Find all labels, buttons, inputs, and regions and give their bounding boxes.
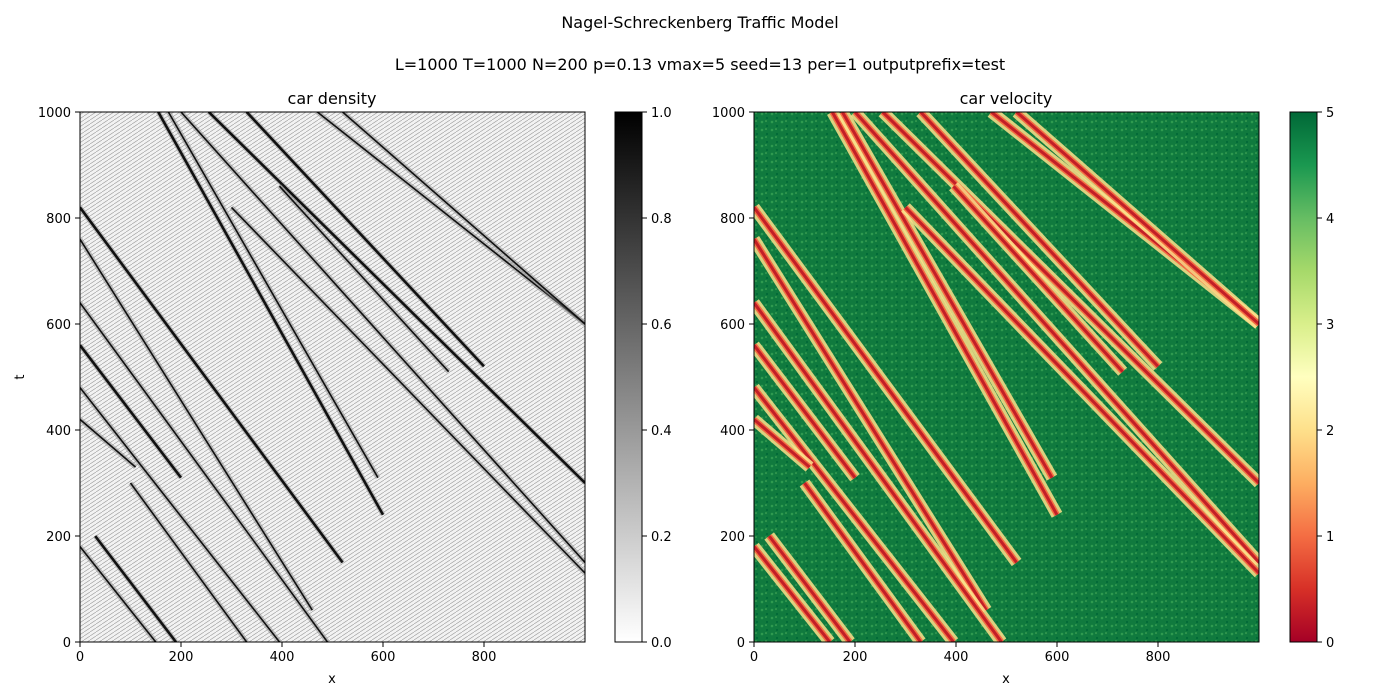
velocity-x-tick-label: 800 bbox=[1146, 650, 1171, 665]
velocity-y-tick-label: 400 bbox=[720, 424, 745, 439]
density-x-tick-label: 0 bbox=[76, 650, 84, 665]
density-colorbar-tick-label: 0.4 bbox=[651, 424, 672, 439]
velocity-y-tick-label: 800 bbox=[720, 212, 745, 227]
density-jam-band bbox=[316, 112, 585, 325]
velocity-jam-core bbox=[767, 535, 852, 642]
velocity-jam-core bbox=[853, 112, 1259, 564]
velocity-jam-core bbox=[803, 482, 922, 642]
density-x-tick-label: 400 bbox=[270, 650, 295, 665]
velocity-jam-core bbox=[841, 112, 1054, 479]
density-jam-band bbox=[80, 387, 281, 642]
velocity-x-ticks: 0 200 400 600 800 bbox=[750, 642, 1171, 665]
velocity-jam-core bbox=[881, 112, 1259, 485]
density-jam-band bbox=[80, 546, 157, 642]
velocity-jam-core bbox=[754, 386, 955, 642]
velocity-xlabel: x bbox=[1002, 672, 1010, 687]
density-jam-band bbox=[278, 185, 450, 373]
velocity-x-tick-label: 200 bbox=[843, 650, 868, 665]
density-x-tick-label: 600 bbox=[371, 650, 396, 665]
velocity-jam-bands bbox=[754, 112, 1259, 642]
velocity-title: car velocity bbox=[960, 89, 1053, 108]
velocity-y-tick-label: 600 bbox=[720, 318, 745, 333]
density-panel: car density 0 200 400 600 800 0 200 400 600 800 1… bbox=[13, 89, 586, 687]
density-colorbar-tick-label: 0.6 bbox=[651, 318, 672, 333]
density-jam-band bbox=[230, 206, 585, 574]
density-heatmap-background bbox=[80, 112, 585, 642]
velocity-colorbar-tick-label: 3 bbox=[1326, 318, 1334, 333]
velocity-y-tick-label: 200 bbox=[720, 530, 745, 545]
density-y-tick-label: 0 bbox=[63, 636, 71, 651]
velocity-y-tick-label: 1000 bbox=[712, 106, 745, 121]
density-y-tick-label: 800 bbox=[46, 212, 71, 227]
density-jam-band bbox=[342, 112, 585, 325]
velocity-colorbar-ticks: 0 1 2 3 4 5 bbox=[1317, 106, 1334, 651]
density-x-ticks: 0 200 400 600 800 bbox=[76, 642, 497, 665]
velocity-jam-core bbox=[754, 301, 1003, 642]
velocity-jam-core bbox=[830, 112, 1059, 516]
velocity-panel: car velocity 0 200 400 600 800 0 200 400 600 800… bbox=[712, 89, 1260, 687]
velocity-x-tick-label: 400 bbox=[944, 650, 969, 665]
velocity-jam-core bbox=[952, 185, 1124, 373]
density-colorbar: 0.0 0.2 0.4 0.6 0.8 1.0 bbox=[614, 106, 672, 651]
velocity-x-tick-label: 600 bbox=[1045, 650, 1070, 665]
density-x-tick-label: 200 bbox=[169, 650, 194, 665]
density-colorbar-tick-label: 0.2 bbox=[651, 530, 672, 545]
velocity-jam-core bbox=[754, 206, 1018, 564]
suptitle: Nagel-Schreckenberg Traffic Model bbox=[561, 13, 838, 32]
velocity-colorbar: 0 1 2 3 4 5 bbox=[1289, 106, 1334, 651]
velocity-jam-core bbox=[754, 418, 811, 469]
velocity-colorbar-gradient bbox=[1289, 111, 1318, 643]
velocity-axes-frame bbox=[753, 111, 1260, 643]
density-jam-band bbox=[94, 535, 177, 642]
density-jam-band bbox=[80, 238, 313, 611]
density-jam-band bbox=[80, 302, 329, 642]
velocity-heatmap-background bbox=[754, 112, 1259, 642]
density-jam-band bbox=[207, 112, 585, 484]
density-y-ticks: 0 200 400 600 800 1000 bbox=[38, 106, 80, 651]
density-jam-band bbox=[80, 418, 137, 468]
velocity-colorbar-tick-label: 1 bbox=[1326, 530, 1334, 545]
velocity-jam-core bbox=[754, 238, 988, 611]
velocity-jam-core bbox=[754, 545, 831, 642]
density-colorbar-tick-label: 1.0 bbox=[651, 106, 672, 121]
density-axes-frame bbox=[79, 111, 586, 643]
density-colorbar-tick-label: 0.0 bbox=[651, 636, 672, 651]
density-ylabel: t bbox=[13, 374, 28, 379]
density-y-tick-label: 1000 bbox=[38, 106, 71, 121]
density-jam-band bbox=[157, 112, 385, 516]
velocity-jam-core bbox=[1015, 112, 1259, 326]
velocity-colorbar-tick-label: 0 bbox=[1326, 636, 1334, 651]
subtitle: L=1000 T=1000 N=200 p=0.13 vmax=5 seed=1… bbox=[395, 55, 1005, 74]
velocity-colorbar-tick-label: 5 bbox=[1326, 106, 1334, 121]
density-y-tick-label: 400 bbox=[46, 424, 71, 439]
velocity-y-tick-label: 0 bbox=[737, 636, 745, 651]
density-colorbar-tick-label: 0.8 bbox=[651, 212, 672, 227]
velocity-jam-core bbox=[919, 112, 1160, 368]
velocity-jam-core bbox=[904, 206, 1259, 575]
velocity-colorbar-tick-label: 2 bbox=[1326, 424, 1334, 439]
density-jam-band bbox=[129, 482, 248, 642]
density-y-tick-label: 200 bbox=[46, 530, 71, 545]
density-jam-band bbox=[80, 344, 183, 479]
velocity-y-ticks: 0 200 400 600 800 1000 bbox=[712, 106, 754, 651]
density-jam-band bbox=[180, 112, 585, 564]
density-title: car density bbox=[288, 89, 377, 108]
density-y-tick-label: 600 bbox=[46, 318, 71, 333]
velocity-jam-core bbox=[754, 344, 857, 479]
density-x-tick-label: 800 bbox=[472, 650, 497, 665]
density-jam-band bbox=[167, 112, 379, 479]
velocity-colorbar-tick-label: 4 bbox=[1326, 212, 1334, 227]
velocity-x-tick-label: 0 bbox=[750, 650, 758, 665]
density-colorbar-gradient bbox=[614, 111, 643, 643]
density-xlabel: x bbox=[328, 672, 336, 687]
density-jam-band bbox=[80, 206, 344, 564]
density-colorbar-ticks: 0.0 0.2 0.4 0.6 0.8 1.0 bbox=[642, 106, 672, 651]
density-jam-bands bbox=[80, 112, 585, 642]
density-jam-band bbox=[245, 112, 485, 368]
